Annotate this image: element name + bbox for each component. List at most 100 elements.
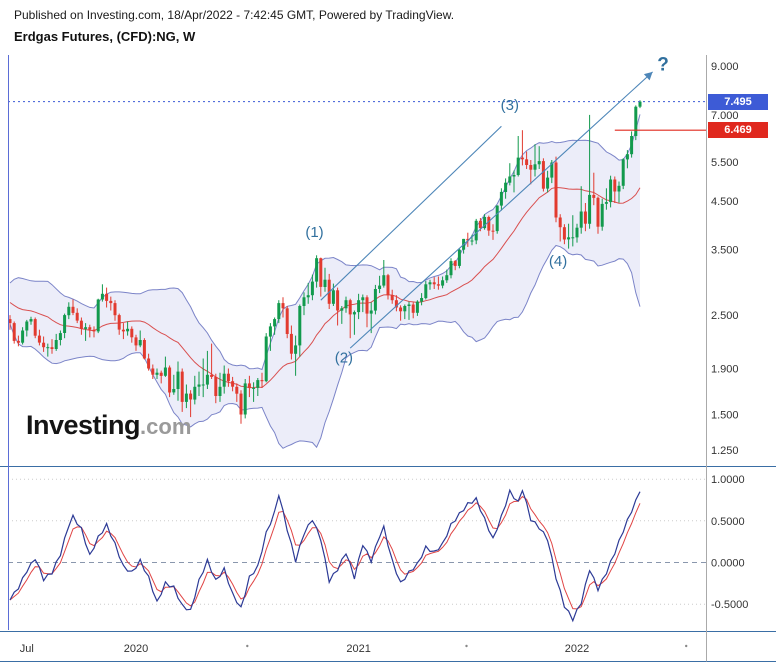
candle-body (504, 182, 508, 192)
candle-body (323, 279, 327, 287)
candle-body (331, 290, 335, 304)
candle-body (277, 303, 281, 320)
time-tick-label: 2020 (124, 643, 148, 655)
candle-body (180, 371, 184, 402)
candle-body (176, 371, 180, 389)
candle-body (508, 176, 512, 183)
price-tick-label: 7.000 (711, 110, 739, 122)
candle-body (466, 238, 470, 241)
bollinger-lower (9, 244, 641, 449)
time-tick-label: Jul (20, 643, 34, 655)
candle-body (386, 275, 390, 296)
candle-body (483, 217, 487, 229)
osc-tick-label: 0.0000 (711, 558, 745, 570)
price-tick-label: 1.500 (711, 410, 739, 422)
price-tick-label: 4.500 (711, 196, 739, 208)
candle-body (214, 376, 218, 396)
candle-body (315, 258, 319, 282)
candle-body (226, 373, 230, 382)
candle-body (281, 303, 285, 309)
price-tick-label: 9.000 (711, 61, 739, 73)
last-price-label: 7.495 (708, 94, 768, 110)
candle-body (210, 374, 214, 377)
candle-body (193, 386, 197, 400)
trendline[interactable] (320, 125, 502, 301)
candle-body (189, 393, 193, 400)
candle-body (197, 384, 201, 387)
price-tick-label: 5.500 (711, 157, 739, 169)
candle-body (260, 380, 264, 382)
candle-body (533, 164, 537, 170)
candle-body (155, 372, 159, 375)
candle-body (436, 284, 440, 286)
candle-body (298, 306, 302, 346)
candle-body (394, 300, 398, 308)
time-axis[interactable] (0, 632, 707, 662)
candle-body (75, 312, 79, 321)
candle-body (453, 261, 457, 266)
candle-body (554, 162, 558, 218)
candle-body (403, 306, 407, 312)
osc-tick-label: 0.5000 (711, 516, 745, 528)
candle-body (63, 315, 67, 333)
candle-body (365, 297, 369, 314)
candle-body (92, 329, 96, 332)
candle-body (289, 333, 293, 354)
candle-body (621, 159, 625, 186)
candle-body (294, 345, 298, 354)
candle-body (512, 175, 516, 177)
price-tick-label: 3.500 (711, 245, 739, 257)
candle-body (121, 329, 125, 332)
candle-body (441, 280, 445, 286)
candle-body (268, 326, 272, 337)
candle-body (67, 306, 71, 316)
trendline[interactable] (349, 71, 653, 349)
candle-body (79, 320, 83, 329)
candle-body (163, 367, 167, 376)
candle-body (567, 237, 571, 240)
investing-logo: Investing.com (26, 410, 191, 441)
price-panel[interactable] (8, 2, 642, 449)
candle-body (525, 159, 529, 165)
price-axis[interactable] (707, 55, 776, 632)
candle-body (369, 310, 373, 314)
candle-body (33, 319, 37, 336)
candle-body (571, 237, 575, 239)
candle-body (159, 372, 163, 376)
osc-tick-label: 1.0000 (711, 474, 745, 486)
oscillator-main-line (9, 488, 641, 623)
candle-body (88, 327, 92, 330)
candle-body (231, 381, 235, 387)
question-mark[interactable]: ? (657, 54, 669, 75)
candle-body (273, 319, 277, 327)
candle-body (357, 300, 361, 313)
candle-body (310, 281, 314, 296)
candle-body (100, 293, 104, 300)
candle-body (361, 297, 365, 301)
candle-body (478, 220, 482, 229)
candle-body (306, 295, 310, 298)
candle-body (71, 306, 75, 313)
candle-body (29, 319, 33, 322)
candle-body (516, 157, 520, 175)
candle-body (42, 342, 46, 348)
candle-body (58, 333, 62, 340)
candle-body (373, 289, 377, 311)
trail-stop-line (623, 3, 640, 6)
time-minor-tick (685, 644, 688, 648)
price-tick-label: 2.500 (711, 310, 739, 322)
candle-body (256, 380, 260, 388)
candle-body (575, 227, 579, 238)
oscillator-panel[interactable] (8, 478, 706, 623)
wave-label[interactable]: (1) (305, 224, 323, 241)
wave-label[interactable]: (4) (549, 253, 567, 270)
candle-body (470, 240, 474, 242)
candle-body (420, 298, 424, 302)
wave-label[interactable]: (2) (335, 350, 353, 367)
candle-body (168, 367, 172, 393)
candle-body (407, 304, 411, 306)
candle-body (340, 308, 344, 311)
wave-label[interactable]: (3) (501, 97, 519, 114)
